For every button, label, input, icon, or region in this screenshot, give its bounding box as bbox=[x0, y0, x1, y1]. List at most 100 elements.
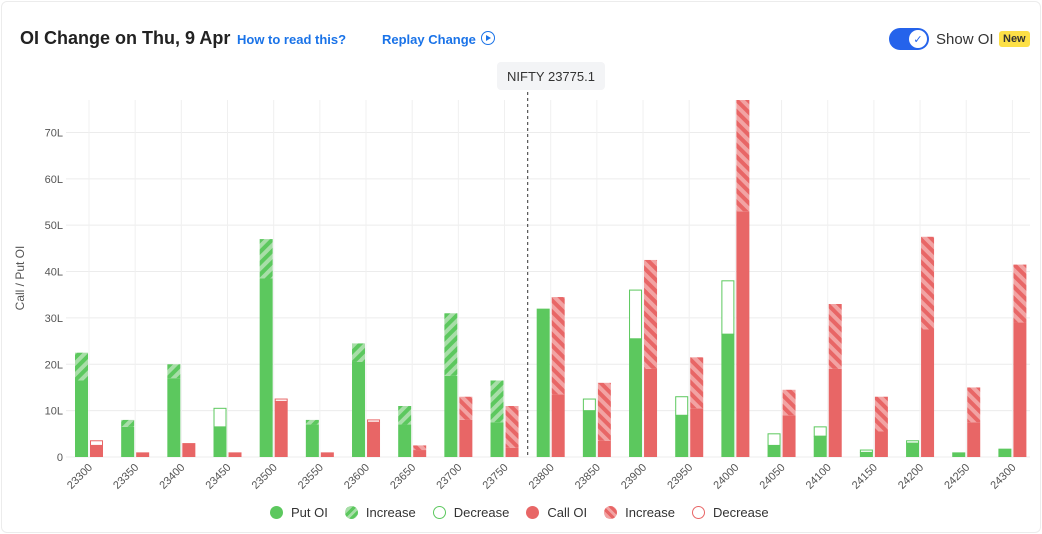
call-decrease-bar bbox=[90, 440, 103, 446]
show-oi-toggle[interactable]: ✓ bbox=[889, 28, 929, 50]
put-oi-bar bbox=[490, 422, 504, 457]
call-oi-bar bbox=[1013, 322, 1027, 457]
call-increase-bar bbox=[551, 297, 565, 395]
call-oi-bar bbox=[413, 450, 427, 457]
call-increase-bar bbox=[967, 387, 981, 423]
y-tick-label: 60L bbox=[45, 174, 63, 186]
x-tick-label: 23700 bbox=[434, 462, 464, 492]
check-icon: ✓ bbox=[909, 30, 927, 48]
put-oi-bar bbox=[582, 410, 596, 457]
put-oi-bar bbox=[305, 424, 319, 457]
put-oi-bar bbox=[213, 426, 227, 457]
y-axis-label: Call / Put OI bbox=[13, 246, 27, 311]
call-oi-bar bbox=[228, 452, 242, 457]
put-decrease-bar bbox=[582, 398, 596, 412]
call-oi-bar bbox=[690, 408, 704, 457]
call-oi-bar bbox=[597, 440, 611, 457]
call-oi-bar bbox=[967, 422, 981, 457]
put-oi-bar bbox=[813, 436, 827, 457]
x-tick-label: 24150 bbox=[850, 462, 880, 492]
put-oi-bar bbox=[121, 426, 135, 457]
new-badge: New bbox=[999, 31, 1030, 47]
spot-price-label: NIFTY 23775.1 bbox=[497, 62, 605, 90]
legend-put-oi[interactable]: Put OI bbox=[270, 505, 328, 520]
call-decrease-bar bbox=[367, 419, 381, 423]
call-oi-bar bbox=[782, 415, 796, 457]
y-tick-label: 10L bbox=[45, 406, 63, 418]
x-tick-label: 24200 bbox=[896, 462, 926, 492]
x-tick-label: 23400 bbox=[157, 462, 187, 492]
call-increase-bar bbox=[597, 382, 611, 441]
call-increase-bar bbox=[459, 396, 473, 420]
put-increase-bar bbox=[75, 352, 88, 381]
put-increase-bar bbox=[305, 419, 319, 425]
how-to-read-link[interactable]: How to read this? bbox=[237, 32, 347, 47]
x-tick-label: 23450 bbox=[204, 462, 234, 492]
put-increase-bar bbox=[167, 364, 181, 379]
x-tick-label: 23800 bbox=[527, 462, 557, 492]
put-increase-bar bbox=[259, 239, 273, 279]
put-oi-bar bbox=[167, 378, 181, 457]
call-oi-bar bbox=[874, 431, 888, 457]
call-increase-bar bbox=[413, 445, 427, 451]
call-oi-bar bbox=[505, 447, 519, 457]
x-tick-label: 23600 bbox=[342, 462, 372, 492]
legend-label: Decrease bbox=[453, 505, 510, 520]
y-tick-label: 50L bbox=[45, 220, 63, 232]
put-oi-bar bbox=[952, 452, 966, 457]
legend-call-increase[interactable]: Increase bbox=[604, 505, 675, 520]
legend-label: Put OI bbox=[291, 505, 328, 520]
legend-call-decrease[interactable]: Decrease bbox=[691, 505, 769, 520]
x-tick-label: 24050 bbox=[758, 462, 788, 492]
x-tick-label: 24100 bbox=[804, 462, 834, 492]
legend-put-increase[interactable]: Increase bbox=[344, 505, 416, 520]
put-decrease-bar bbox=[213, 407, 227, 428]
put-oi-bar bbox=[536, 308, 550, 457]
call-oi-bar bbox=[921, 329, 935, 457]
x-tick-label: 23500 bbox=[250, 462, 280, 492]
x-tick-label: 23850 bbox=[573, 462, 603, 492]
chart-legend: Put OI Increase Decrease Call OI Increas… bbox=[270, 505, 786, 520]
x-tick-label: 24300 bbox=[988, 462, 1018, 492]
put-oi-bar bbox=[75, 380, 88, 457]
y-tick-label: 40L bbox=[45, 267, 63, 279]
x-tick-label: 23300 bbox=[65, 462, 95, 492]
replay-change-link[interactable]: Replay Change bbox=[382, 32, 476, 47]
call-oi-bar bbox=[367, 422, 381, 457]
x-tick-label: 23350 bbox=[111, 462, 141, 492]
legend-label: Decrease bbox=[712, 505, 769, 520]
legend-call-oi[interactable]: Call OI bbox=[526, 505, 587, 520]
legend-put-decrease[interactable]: Decrease bbox=[432, 505, 510, 520]
put-decrease-bar bbox=[767, 433, 781, 446]
call-oi-bar bbox=[736, 211, 750, 457]
put-oi-bar bbox=[859, 452, 873, 457]
put-decrease-bar bbox=[675, 396, 689, 416]
call-increase-bar bbox=[644, 259, 658, 369]
put-oi-bar bbox=[906, 443, 920, 457]
put-decrease-bar bbox=[629, 289, 643, 340]
put-oi-bar bbox=[259, 278, 273, 457]
put-decrease-bar bbox=[721, 280, 735, 335]
put-oi-bar bbox=[444, 375, 458, 457]
x-tick-label: 23900 bbox=[619, 462, 649, 492]
put-oi-bar bbox=[352, 361, 366, 457]
x-tick-label: 23650 bbox=[388, 462, 418, 492]
y-tick-label: 30L bbox=[45, 313, 63, 325]
y-tick-label: 70L bbox=[45, 127, 63, 139]
call-increase-bar bbox=[874, 396, 888, 432]
put-oi-bar bbox=[398, 424, 412, 457]
put-oi-bar bbox=[675, 415, 689, 457]
call-oi-bar bbox=[136, 452, 150, 457]
call-increase-bar bbox=[690, 357, 704, 409]
play-circle-icon[interactable] bbox=[481, 31, 495, 45]
legend-label: Call OI bbox=[547, 505, 588, 520]
put-increase-bar bbox=[398, 406, 412, 425]
put-oi-bar bbox=[998, 448, 1012, 457]
put-increase-bar bbox=[490, 380, 504, 423]
put-decrease-bar bbox=[906, 440, 920, 444]
put-oi-bar bbox=[629, 338, 643, 457]
x-tick-label: 23950 bbox=[665, 462, 695, 492]
put-decrease-bar bbox=[813, 426, 827, 437]
